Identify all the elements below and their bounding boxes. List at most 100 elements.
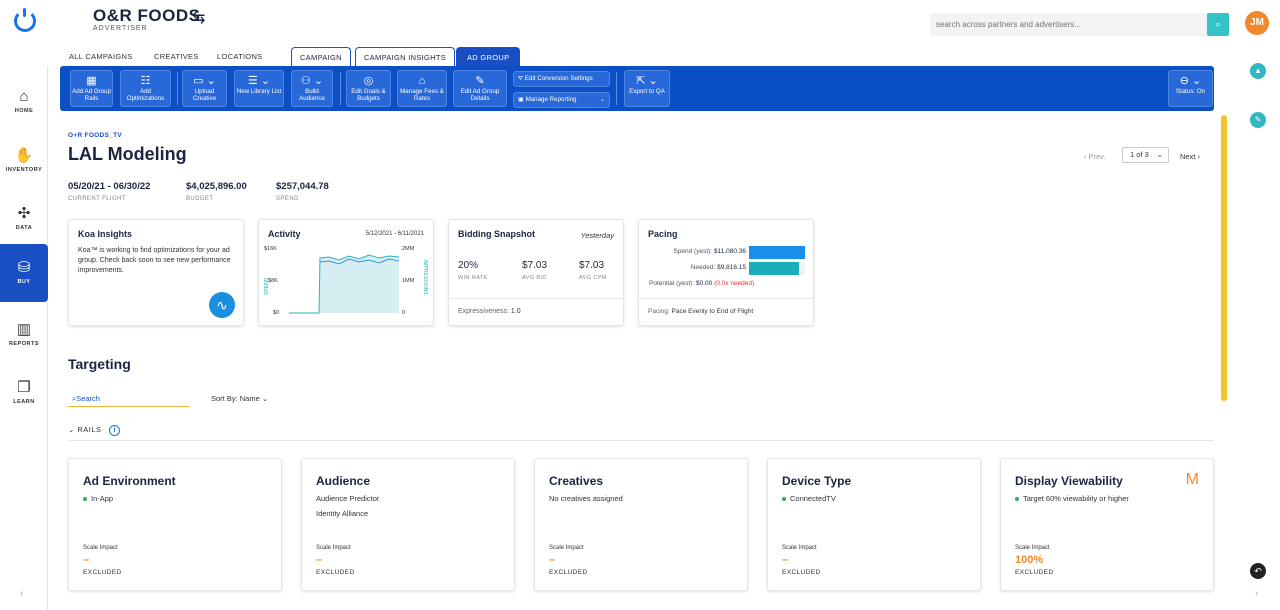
- add-optimizations-button[interactable]: ☷ Add Optimizations: [120, 70, 171, 107]
- status-toggle[interactable]: ⊖ ⌄ Status: On: [1168, 70, 1213, 107]
- avatar[interactable]: JM: [1245, 11, 1269, 35]
- rail-title: Device Type: [782, 474, 852, 488]
- wrench-icon[interactable]: ✎: [1250, 112, 1266, 128]
- excluded-label: EXCLUDED: [316, 569, 355, 576]
- rail-title: Audience: [316, 474, 371, 488]
- sidebar-label: INVENTORY: [5, 167, 43, 173]
- rail-card-ad-environment[interactable]: Ad Environment In-App Scale Impact – EXC…: [68, 458, 282, 591]
- rail-card-display-viewability[interactable]: Display Viewability M Target 60% viewabi…: [1000, 458, 1214, 591]
- pacing-footer: Pacing: Pace Evenly to End of Flight: [648, 308, 753, 315]
- pager-prev[interactable]: ‹ Prev.: [1084, 152, 1106, 161]
- scale-impact-label: Scale Impact: [1015, 545, 1050, 551]
- scale-impact-value: –: [549, 554, 556, 566]
- sidebar-item-learn[interactable]: ❐ LEARN: [0, 364, 48, 420]
- rail-title: Creatives: [549, 474, 604, 488]
- pager-next[interactable]: Next ›: [1180, 152, 1201, 161]
- targeting-search[interactable]: ⌕Search: [68, 391, 189, 407]
- sort-label: Sort By: Name: [211, 394, 260, 403]
- moat-logo-icon: M: [1185, 471, 1199, 488]
- undo-icon[interactable]: ↶: [1250, 563, 1266, 579]
- tag-icon: ⌂: [418, 75, 426, 87]
- avg-bid-value: $7.03: [522, 260, 548, 271]
- rail-card-device-type[interactable]: Device Type ConnectedTV Scale Impact – E…: [767, 458, 981, 591]
- edit-conversion-button[interactable]: ⛛ Edit Conversion Settings: [513, 71, 610, 87]
- rails-label: RAILS: [77, 425, 102, 434]
- button-label: Manage Reporting: [525, 96, 577, 103]
- status-dot: [83, 497, 87, 502]
- switch-advertiser-icon[interactable]: ⇆: [192, 10, 206, 27]
- bar-chart-icon: ▥: [16, 321, 32, 338]
- new-library-list-button[interactable]: ☰ ⌄ New Library List: [234, 70, 284, 107]
- value: $0.00: [695, 280, 713, 287]
- chevron-right-icon[interactable]: ›: [1255, 588, 1259, 599]
- sidebar-item-data[interactable]: ✣ DATA: [0, 190, 48, 246]
- pacing-potential: Potential (yest): $0.00 (0.0x needed): [649, 280, 754, 287]
- global-search-input[interactable]: [930, 13, 1200, 36]
- book-icon: ❐: [17, 379, 31, 396]
- sidebar-item-buy[interactable]: ⛁ BUY: [0, 244, 48, 302]
- budget-value: $4,025,896.00: [186, 181, 247, 192]
- rail-detail: Audience Predictor: [316, 494, 380, 503]
- button-label: Edit Goals & Budgets: [351, 88, 386, 102]
- scale-impact-value: 100%: [1015, 554, 1044, 566]
- status-dot: [1015, 497, 1019, 502]
- expr-label: Expressiveness:: [458, 308, 509, 315]
- needed-bar-track: [749, 262, 805, 275]
- section-title: Targeting: [68, 356, 131, 372]
- excluded-label: EXCLUDED: [1015, 569, 1054, 576]
- home-icon: ⌂: [19, 88, 29, 105]
- avg-cpm-label: AVG CPM: [579, 275, 607, 281]
- y2-tick: 2MM: [402, 246, 415, 252]
- campaign-breadcrumb[interactable]: O+R FOODS_TV: [68, 132, 122, 139]
- app-logo[interactable]: [14, 8, 36, 32]
- rail-card-audience[interactable]: Audience Audience Predictor Identity All…: [301, 458, 515, 591]
- flight-value: 05/20/21 - 06/30/22: [68, 181, 151, 192]
- rail-card-creatives[interactable]: Creatives No creatives assigned Scale Im…: [534, 458, 748, 591]
- tab-creatives[interactable]: CREATIVES: [154, 52, 199, 61]
- tab-campaign-insights[interactable]: CAMPAIGN INSIGHTS: [355, 47, 456, 67]
- sidebar-item-reports[interactable]: ▥ REPORTS: [0, 306, 48, 362]
- pager-select[interactable]: 1 of 3 ⌄: [1122, 147, 1169, 163]
- sidebar-label: DATA: [15, 225, 33, 231]
- scrollbar[interactable]: [1221, 115, 1227, 401]
- rails-toggle[interactable]: ⌄ RAILS: [68, 425, 102, 434]
- global-search[interactable]: [930, 13, 1228, 36]
- label: Pacing:: [648, 308, 670, 315]
- build-audience-button[interactable]: ⚇ ⌄ Build Audience: [291, 70, 333, 107]
- tab-all-campaigns[interactable]: ALL CAMPAIGNS: [69, 52, 133, 61]
- insights-icon[interactable]: ▲: [1250, 63, 1266, 79]
- tab-locations[interactable]: LOCATIONS: [217, 52, 263, 61]
- y2-tick: 0: [402, 310, 406, 316]
- y1-tick: $0: [273, 310, 280, 316]
- sidebar-item-inventory[interactable]: ✋ INVENTORY: [0, 132, 48, 188]
- impressions-area: [289, 255, 399, 313]
- edit-details-button[interactable]: ✎ Edit Ad Group Details: [453, 70, 507, 107]
- button-label: Export to QA: [629, 88, 665, 95]
- search-icon[interactable]: ⌕: [1207, 13, 1229, 36]
- upload-creative-button[interactable]: ▭ ⌄ Upload Creative: [182, 70, 227, 107]
- toolbar-divider: [340, 72, 341, 105]
- export-qa-button[interactable]: ⇱ ⌄ Export to QA: [624, 70, 670, 107]
- add-rails-button[interactable]: ▦ Add Ad Group Rails: [70, 70, 113, 107]
- manage-reporting-button[interactable]: ▣ Manage Reporting ⌄: [513, 92, 610, 108]
- sort-select[interactable]: Sort By: Name ⌄: [211, 394, 268, 403]
- report-icon: ▣: [518, 96, 526, 103]
- tab-campaign[interactable]: CAMPAIGN: [291, 47, 351, 67]
- value: $9,816.15: [717, 264, 746, 271]
- edit-goals-button[interactable]: ◎ Edit Goals & Budgets: [346, 70, 391, 107]
- button-label: Manage Fees & Rates: [400, 88, 444, 102]
- excluded-label: EXCLUDED: [549, 569, 588, 576]
- chevron-left-icon[interactable]: ‹: [20, 588, 24, 599]
- info-icon[interactable]: i: [109, 425, 120, 436]
- excluded-label: EXCLUDED: [83, 569, 122, 576]
- sidebar-item-home[interactable]: ⌂ HOME: [0, 74, 48, 130]
- button-label: Edit Conversion Settings: [524, 75, 593, 82]
- button-label: Edit Ad Group Details: [460, 88, 500, 102]
- rail-detail: ConnectedTV: [782, 494, 836, 503]
- manage-fees-button[interactable]: ⌂ Manage Fees & Rates: [397, 70, 447, 107]
- spend-bar-track: [749, 246, 805, 259]
- scale-impact-label: Scale Impact: [83, 545, 118, 551]
- list-icon: ☰ ⌄: [247, 75, 271, 87]
- chevron-down-icon: ⌄: [1156, 150, 1163, 159]
- tab-ad-group[interactable]: AD GROUP: [456, 47, 521, 67]
